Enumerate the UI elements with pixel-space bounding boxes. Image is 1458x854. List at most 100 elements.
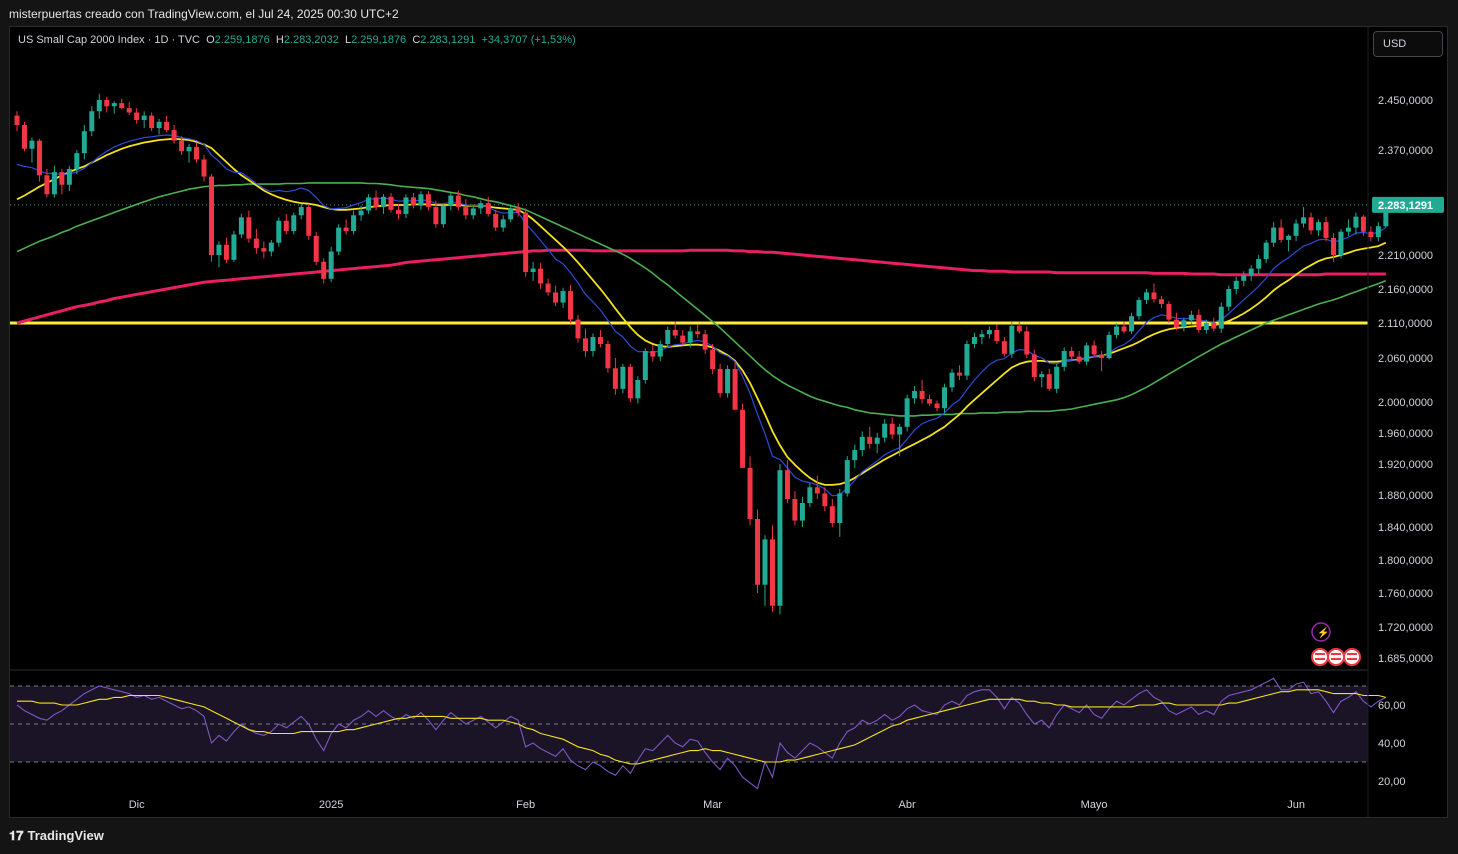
price-tick-label: 1.685,0000 [1378,653,1433,665]
candle-body [403,197,409,214]
candle-body [897,426,903,435]
last-price-tag [1372,196,1444,213]
candle-body [582,338,588,351]
change-value: +34,3707 (+1,53%) [481,34,576,46]
candle-body [822,493,828,507]
candle-body [1211,323,1217,329]
candle-body [283,220,289,232]
flag-stripe [1315,658,1325,660]
rsi-ma-line [17,689,1386,765]
candle-body [141,115,147,120]
candle-body [717,369,723,394]
currency-button[interactable]: USD [1373,31,1443,57]
candle-body [859,436,865,451]
candle-body [852,450,858,461]
candle-body [912,391,918,399]
candle-body [96,100,102,112]
candle-body [164,121,170,130]
chart-caption: misterpuertas creado con TradingView.com… [9,7,399,21]
candle-body [612,368,618,389]
ema-mid-line [16,137,1387,486]
close-label: C [412,34,421,46]
candle-body [530,268,536,272]
price-pane [10,93,1389,615]
candle-body [119,103,125,109]
symbol-name: US Small Cap 2000 Index · 1D · TVC [18,34,200,46]
candle-body [986,330,992,335]
price-tick-label: 1.720,0000 [1378,622,1433,634]
price-tick-label: 1.880,0000 [1378,490,1433,502]
candle-body [1323,222,1329,238]
candle-body [134,112,140,120]
us-flag-event-icon [1311,648,1329,666]
candle-body [1069,351,1075,357]
candle-body [755,519,761,585]
candle-body [1330,237,1336,255]
candle-body [889,423,895,435]
time-tick-label: 2025 [319,799,343,811]
price-tick-label: 1.840,0000 [1378,522,1433,534]
candle-body [1226,289,1232,307]
candle-body [366,197,372,211]
candle-body [814,487,820,494]
candle-body [844,460,850,494]
candle-body [1375,226,1381,238]
candle-body [769,539,775,606]
candle-body [956,372,962,376]
candle-body [1091,345,1097,355]
time-tick-label: Feb [516,799,535,811]
rsi-tick-label: 60,00 [1378,700,1406,712]
candle-body [478,203,484,209]
candle-body [1233,280,1239,289]
symbol-legend: US Small Cap 2000 Index · 1D · TVC O2.25… [18,34,576,46]
candle-body [1353,216,1359,228]
candle-body [784,470,790,499]
candle-body [111,103,117,107]
candle-body [425,194,431,208]
candle-body [792,499,798,521]
candle-body [1001,341,1007,354]
open-label: O [206,34,215,46]
candle-body [253,238,259,249]
candle-body [51,172,57,195]
candle-body [201,159,207,177]
candle-body [313,235,319,262]
candle-body [1293,223,1299,236]
price-tick-label: 1.800,0000 [1378,555,1433,567]
candle-body [680,335,686,343]
candle-body [1106,334,1112,358]
flag-stripe [1347,653,1357,655]
candle-body [994,330,1000,342]
price-tick-label: 2.210,0000 [1378,250,1433,262]
candle-body [650,351,656,357]
candle-body [493,213,499,228]
candle-body [208,176,214,255]
rsi-tick-label: 40,00 [1378,738,1406,750]
candle-body [223,244,229,260]
candle-body [545,283,551,293]
candle-body [1136,299,1142,317]
candle-body [1360,216,1366,232]
low-label: L [345,34,352,46]
candle-body [620,366,626,389]
candle-body [500,219,506,228]
candle-body [710,349,716,369]
candle-body [216,244,222,255]
close-value: 2.283,1291 [420,34,476,46]
candle-body [1031,354,1037,378]
candle-body [381,196,387,208]
candle-body [807,487,813,503]
time-tick-label: Dic [129,799,145,811]
candle-body [395,209,401,214]
flag-stripe [1331,658,1341,660]
tradingview-logo[interactable]: 𝟏𝟕 TradingView [9,828,104,844]
candle-body [1383,205,1389,227]
price-tick-label: 2.110,0000 [1378,318,1432,330]
candle-body [642,351,648,380]
candle-body [351,215,357,232]
candle-body [1024,331,1030,355]
candle-body [949,372,955,388]
candle-body [44,175,50,195]
candle-body [1158,299,1164,304]
